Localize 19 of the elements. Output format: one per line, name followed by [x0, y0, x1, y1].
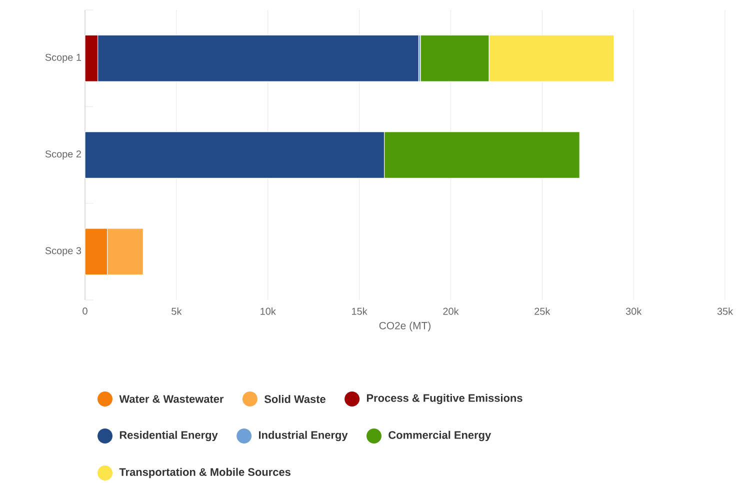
x-axis-title: CO2e (MT) — [379, 322, 430, 332]
x-tick-label: 10k — [260, 308, 276, 315]
x-tick-label: 35k — [717, 308, 734, 315]
y-tick-label: Scope 1 — [45, 54, 81, 63]
legend-label: Water & Wastewater — [119, 395, 224, 403]
legend-label: Process & Fugitive Emissions — [366, 394, 522, 404]
legend-label: Solid Waste — [264, 394, 326, 404]
legend-label: Commercial Energy — [388, 430, 492, 442]
legend-label: Residential Energy — [120, 430, 218, 442]
x-tick-label: 5k — [172, 308, 182, 315]
legend-label: Transportation & Mobile Sources — [119, 468, 290, 478]
x-tick-label: 15k — [352, 308, 368, 315]
x-tick-label: 0 — [82, 308, 88, 315]
legend-label: Industrial Energy — [259, 430, 348, 442]
x-tick-label: 20k — [443, 308, 459, 315]
x-tick-label: 25k — [534, 308, 550, 315]
x-tick-label: 30k — [626, 308, 642, 315]
y-tick-label: Scope 3 — [45, 247, 82, 256]
y-tick-label: Scope 2 — [45, 150, 81, 160]
